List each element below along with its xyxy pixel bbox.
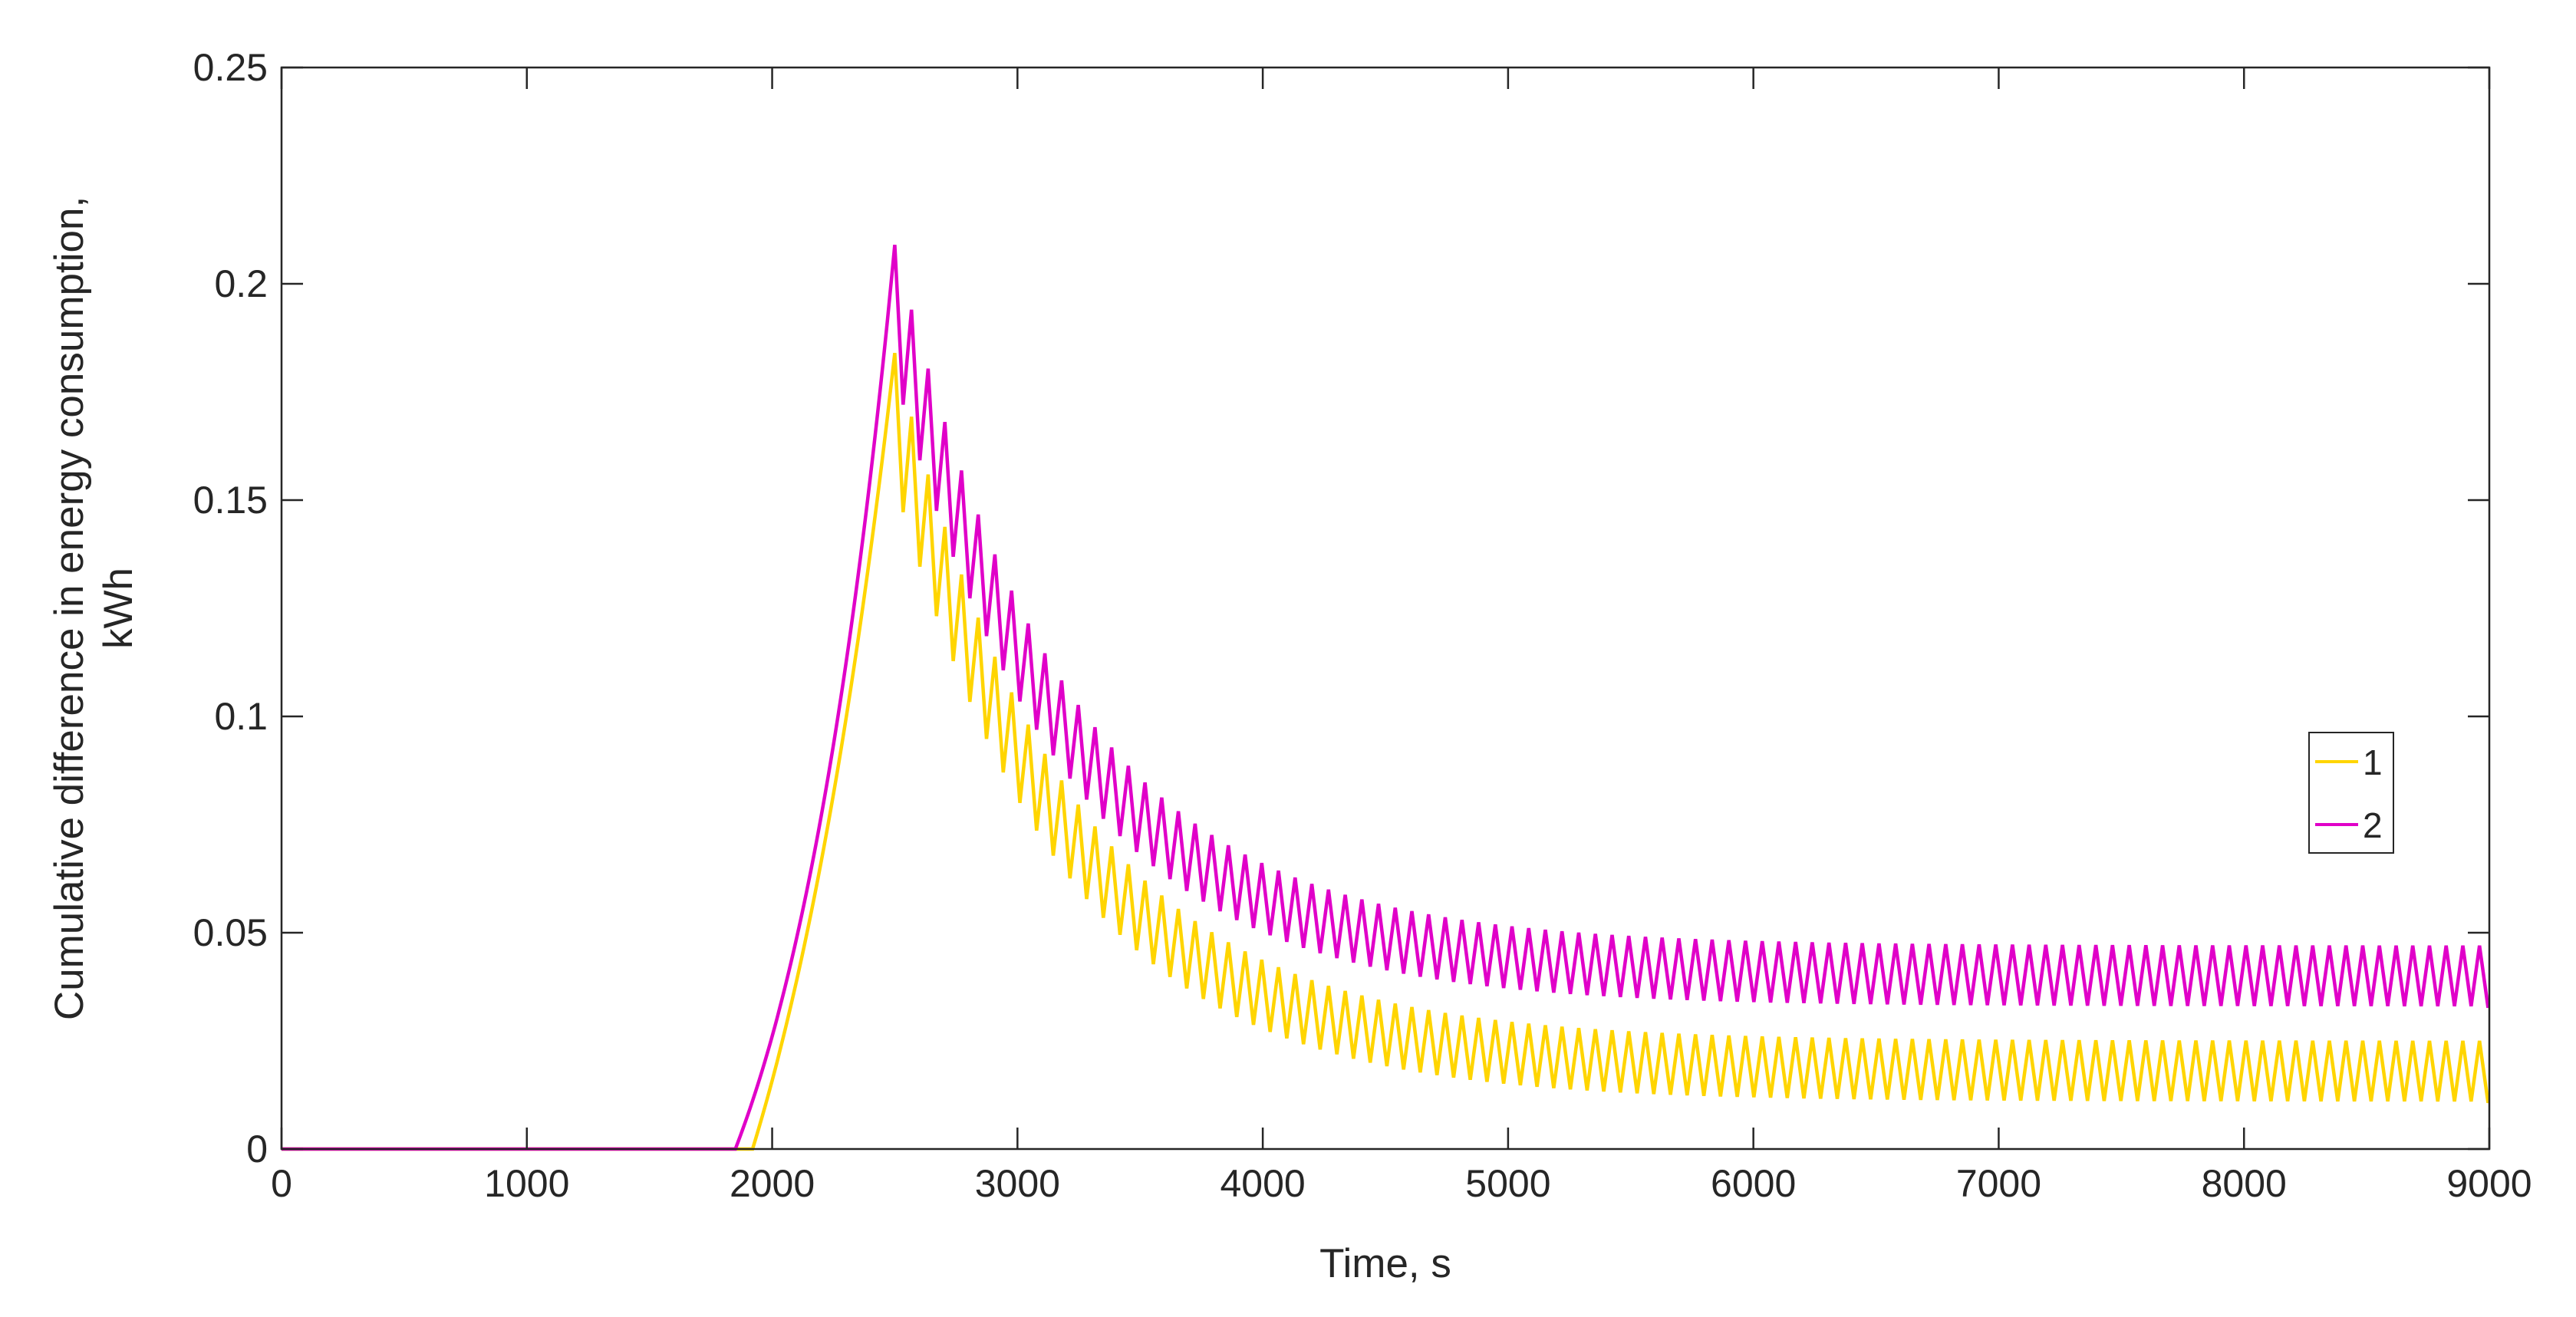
series-line-2 (282, 244, 2490, 1151)
x-axis: 0 1000 2000 3000 4000 5000 6000 7000 8000 9000 (271, 67, 2532, 1205)
legend: 1 2 (2308, 732, 2394, 854)
x-tick-label: 0 (271, 1162, 292, 1205)
legend-box (2308, 732, 2394, 854)
y-tick-label: 0.25 (193, 46, 268, 89)
x-tick-label: 8000 (2202, 1162, 2287, 1205)
x-tick-label: 5000 (1465, 1162, 1550, 1205)
legend-label-1: 1 (2363, 742, 2383, 782)
x-tick-label: 7000 (1956, 1162, 2041, 1205)
x-axis-label: Time, s (1319, 1241, 1451, 1286)
series-layer (282, 244, 2490, 1151)
y-tick-label: 0 (246, 1128, 268, 1170)
y-tick-label: 0.1 (214, 695, 268, 738)
y-tick-label: 0.2 (214, 262, 268, 305)
x-tick-label: 2000 (730, 1162, 815, 1205)
legend-label-2: 2 (2363, 805, 2383, 845)
y-axis: 0 0.05 0.1 0.15 0.2 0.25 (193, 46, 2489, 1170)
y-tick-label: 0.15 (193, 479, 268, 522)
y-tick-label: 0.05 (193, 911, 268, 954)
x-tick-label: 6000 (1711, 1162, 1796, 1205)
series-line-1 (282, 352, 2490, 1151)
y-axis-label-line-1: Cumulative difference in energy consumpt… (47, 196, 92, 1020)
x-tick-label: 4000 (1220, 1162, 1305, 1205)
x-tick-label: 9000 (2446, 1162, 2532, 1205)
x-tick-label: 3000 (975, 1162, 1060, 1205)
x-tick-label: 1000 (484, 1162, 569, 1205)
plot-frame (280, 66, 2491, 1151)
y-axis-label-line-2: kWh (96, 568, 141, 649)
